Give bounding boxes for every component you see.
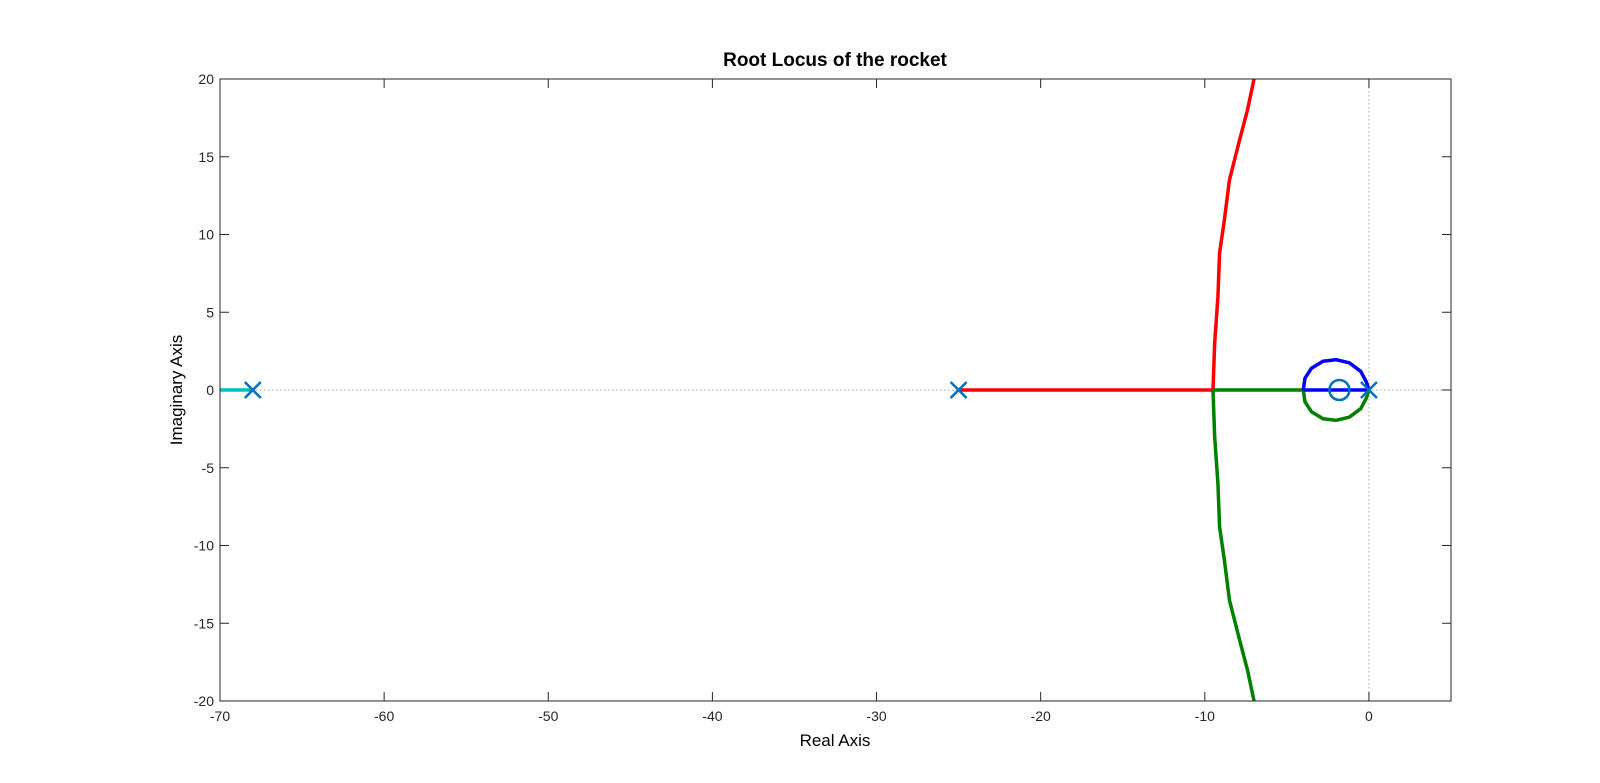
zero-marker [1328,378,1351,402]
y-tick-label: -20 [194,693,214,709]
y-tick-label: 15 [198,149,214,165]
x-tick-label: -10 [1195,708,1215,724]
y-tick-label: 0 [206,382,214,398]
x-tick-labels: -70 -60 -50 -40 -30 -20 -10 0 [210,708,1373,724]
pole-marker-stroke [243,381,262,399]
y-tick-label: -15 [194,615,214,631]
x-tick-label: -30 [866,708,886,724]
locus-branch [1213,388,1371,423]
x-tick-label: -40 [702,708,722,724]
y-tick-label: 20 [198,71,214,87]
locus-branch [1301,357,1371,391]
pole-marker-stroke [1360,381,1378,399]
y-tick-label: 10 [198,227,214,243]
locus-branch [1211,389,1256,702]
y-tick-label: 5 [206,304,214,320]
pole-marker [949,381,968,399]
x-axis-label: Real Axis [800,731,871,750]
pole-marker-stroke [949,381,968,399]
pole-zero-markers-layer [243,378,1378,402]
pole-marker [243,381,262,399]
y-tick-label: -10 [194,538,214,554]
x-tick-label: -20 [1031,708,1051,724]
x-tick-label: -60 [374,708,394,724]
locus-branches-layer [220,78,1371,702]
locus-branch [958,78,1256,392]
y-axis-label: Imaginary Axis [167,335,186,446]
y-tick-label: -5 [202,460,215,476]
plot-frame [219,78,1452,702]
y-tick-labels: -20 -15 -10 -5 0 5 10 15 20 [194,71,214,709]
reference-lines-layer [220,79,1451,701]
pole-marker [1360,381,1378,399]
x-tick-label: 0 [1365,708,1373,724]
x-tick-label: -70 [210,708,230,724]
chart-title: Root Locus of the rocket [723,50,947,71]
x-tick-label: -50 [538,708,558,724]
